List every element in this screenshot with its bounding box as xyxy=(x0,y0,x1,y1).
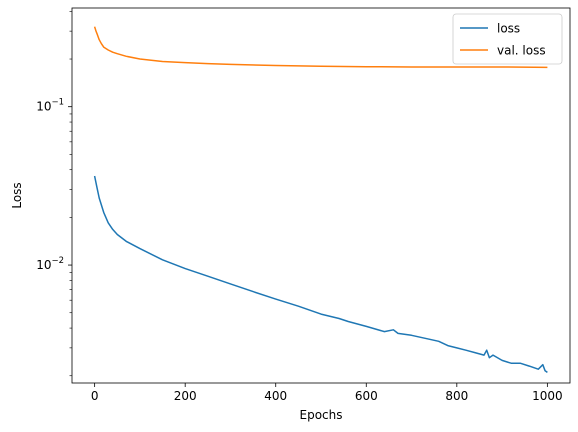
series-line-0 xyxy=(93,175,548,374)
y-axis-minor-ticks xyxy=(69,11,72,377)
y-axis-label: Loss xyxy=(10,182,24,208)
x-tick-label: 800 xyxy=(445,389,468,403)
legend-label-0: loss xyxy=(497,22,520,36)
x-tick-label: 0 xyxy=(91,389,99,403)
legend-label-1: val. loss xyxy=(497,44,546,58)
legend-box xyxy=(452,13,563,65)
y-tick-label: 10−2 xyxy=(36,256,64,272)
plot-series xyxy=(93,26,548,374)
y-axis-ticks: 10−2 10−1 xyxy=(36,98,72,272)
series-line-1 xyxy=(93,26,548,69)
x-axis-label: Epochs xyxy=(300,408,343,422)
x-tick-label: 400 xyxy=(264,389,287,403)
plot-frame xyxy=(71,7,571,384)
y-tick-label: 10−1 xyxy=(36,98,64,114)
legend: loss val. loss xyxy=(452,13,563,65)
x-tick-label: 1000 xyxy=(532,389,563,403)
x-axis-ticks: 0 200 400 600 800 1000 xyxy=(91,383,563,403)
x-tick-label: 200 xyxy=(174,389,197,403)
x-tick-label: 600 xyxy=(355,389,378,403)
